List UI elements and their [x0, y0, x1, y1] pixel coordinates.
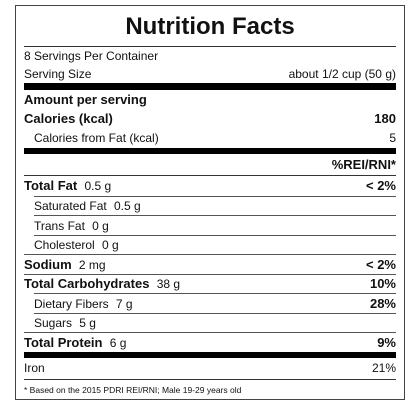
nutrient-name: Trans Fat	[34, 218, 85, 233]
nutrient-label: Total Fat 0.5 g	[24, 178, 111, 193]
nutrient-rows: Total Fat 0.5 g < 2% Saturated Fat 0.5 g Tr…	[24, 176, 396, 352]
nutrition-label: Nutrition Facts 8 Servings Per Container…	[15, 5, 405, 400]
nutrient-name: Sugars	[34, 316, 73, 331]
nutrient-label: Trans Fat 0 g	[34, 218, 109, 233]
nutrient-row: Trans Fat 0 g	[34, 215, 396, 235]
footnote: * Based on the 2015 PDRI REI/RNI; Male 1…	[24, 384, 242, 395]
thick-rule	[24, 83, 396, 90]
nutrient-amount: 0.5 g	[113, 199, 141, 214]
nutrient-row: Sugars 5 g	[34, 312, 396, 333]
nutrient-name: Dietary Fibers	[34, 296, 109, 311]
fat-calories-value: 5	[389, 131, 396, 145]
nutrient-name: Total Carbohydrates	[24, 276, 150, 292]
nutrient-row: Total Fat 0.5 g < 2%	[24, 176, 396, 196]
nutrient-label: Saturated Fat 0.5 g	[34, 198, 141, 213]
nutrient-row: Cholesterol 0 g	[34, 234, 396, 255]
servings: 8 Servings Per Container	[24, 49, 159, 63]
nutrient-row: Saturated Fat 0.5 g	[34, 195, 396, 216]
nutrient-amount: 7 g	[115, 296, 133, 311]
nutrient-amount: 0 g	[92, 218, 109, 233]
amount-line: Amount per serving	[24, 90, 396, 108]
nutrient-percent: 10%	[369, 276, 396, 292]
serving-size-line: Serving Size about 1/2 cup (50 g)	[24, 65, 396, 83]
nutrient-percent: < 2%	[366, 256, 396, 272]
nutrient-amount: 0 g	[101, 238, 119, 253]
nutrient-label: Sugars 5 g	[34, 315, 96, 330]
nutrient-label: Sodium 2 mg	[24, 257, 106, 272]
nutrient-amount: 5 g	[79, 316, 96, 331]
nutrient-row: Total Protein 6 g 9%	[24, 332, 396, 352]
nutrient-row: Total Carbohydrates 38 g 10%	[24, 273, 396, 294]
nutrient-amount: 0.5 g	[84, 179, 112, 194]
nutrient-label: Dietary Fibers 7 g	[34, 296, 133, 311]
serving-size-label: Serving Size	[24, 67, 92, 81]
nutrient-name: Saturated Fat	[34, 199, 107, 214]
serving-size-value: about 1/2 cup (50 g)	[288, 67, 396, 81]
title: Nutrition Facts	[24, 6, 396, 47]
nutrient-name: Total Protein	[24, 334, 103, 350]
percent-header: %REI/RNI*	[331, 157, 396, 172]
nutrient-percent: 28%	[369, 295, 396, 311]
amount-per-serving: Amount per serving	[24, 91, 147, 107]
nutrient-name: Sodium	[24, 256, 72, 272]
calories-label: Calories (kcal)	[24, 110, 113, 126]
nutrient-name: Cholesterol	[34, 238, 95, 253]
calories-line: Calories (kcal) 180	[24, 108, 396, 128]
nutrient-amount: 2 mg	[78, 257, 106, 272]
fat-calories-label: Calories from Fat (kcal)	[34, 131, 159, 145]
nutrient-percent: 9%	[377, 334, 396, 350]
servings-line: 8 Servings Per Container	[24, 47, 396, 65]
calories-value: 180	[374, 110, 396, 126]
iron-value: 21%	[371, 361, 396, 375]
nutrient-label: Total Protein 6 g	[24, 335, 126, 350]
iron-label: Iron	[24, 361, 45, 375]
nutrient-row: Sodium 2 mg < 2%	[24, 254, 396, 274]
nutrient-name: Total Fat	[24, 178, 78, 194]
thick-rule	[24, 148, 396, 154]
nutrient-percent: < 2%	[366, 178, 396, 194]
nutrient-label: Cholesterol 0 g	[34, 237, 119, 252]
thick-rule	[24, 351, 396, 358]
fat-calories-line: Calories from Fat (kcal) 5	[24, 128, 396, 148]
nutrient-row: Dietary Fibers 7 g 28%	[34, 293, 396, 313]
iron-line: Iron 21%	[24, 358, 396, 380]
nutrient-label: Total Carbohydrates 38 g	[24, 276, 180, 291]
percent-header-line: %REI/RNI*	[24, 154, 396, 176]
nutrient-amount: 38 g	[156, 277, 181, 292]
nutrient-amount: 6 g	[109, 335, 127, 350]
